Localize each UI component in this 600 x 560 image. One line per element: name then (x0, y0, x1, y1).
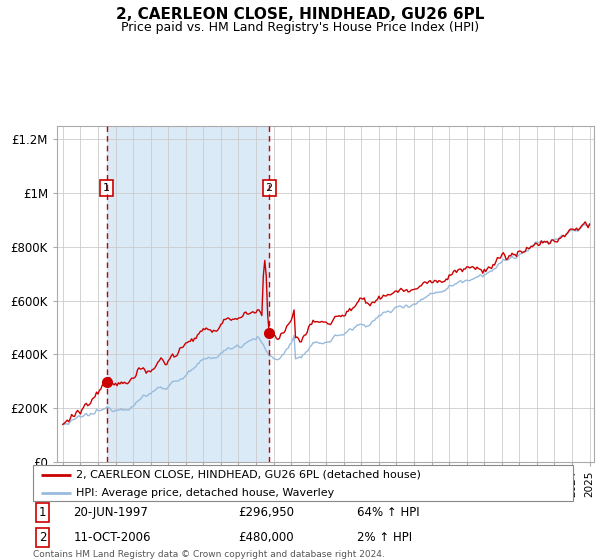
Text: £480,000: £480,000 (238, 531, 294, 544)
Bar (107, 126, 269, 462)
Text: £296,950: £296,950 (238, 506, 294, 519)
Text: Contains HM Land Registry data © Crown copyright and database right 2024.
This d: Contains HM Land Registry data © Crown c… (33, 550, 385, 560)
Text: HPI: Average price, detached house, Waverley: HPI: Average price, detached house, Wave… (76, 488, 334, 498)
Text: 2: 2 (266, 183, 273, 193)
Text: 11-OCT-2006: 11-OCT-2006 (74, 531, 151, 544)
Text: 2: 2 (39, 531, 46, 544)
Text: 1: 1 (103, 183, 110, 193)
Text: 2, CAERLEON CLOSE, HINDHEAD, GU26 6PL: 2, CAERLEON CLOSE, HINDHEAD, GU26 6PL (116, 7, 484, 22)
Text: 20-JUN-1997: 20-JUN-1997 (74, 506, 148, 519)
Text: Price paid vs. HM Land Registry's House Price Index (HPI): Price paid vs. HM Land Registry's House … (121, 21, 479, 34)
Text: 2, CAERLEON CLOSE, HINDHEAD, GU26 6PL (detached house): 2, CAERLEON CLOSE, HINDHEAD, GU26 6PL (d… (76, 470, 421, 480)
Text: 64% ↑ HPI: 64% ↑ HPI (357, 506, 419, 519)
Text: 1: 1 (39, 506, 46, 519)
Text: 2% ↑ HPI: 2% ↑ HPI (357, 531, 412, 544)
